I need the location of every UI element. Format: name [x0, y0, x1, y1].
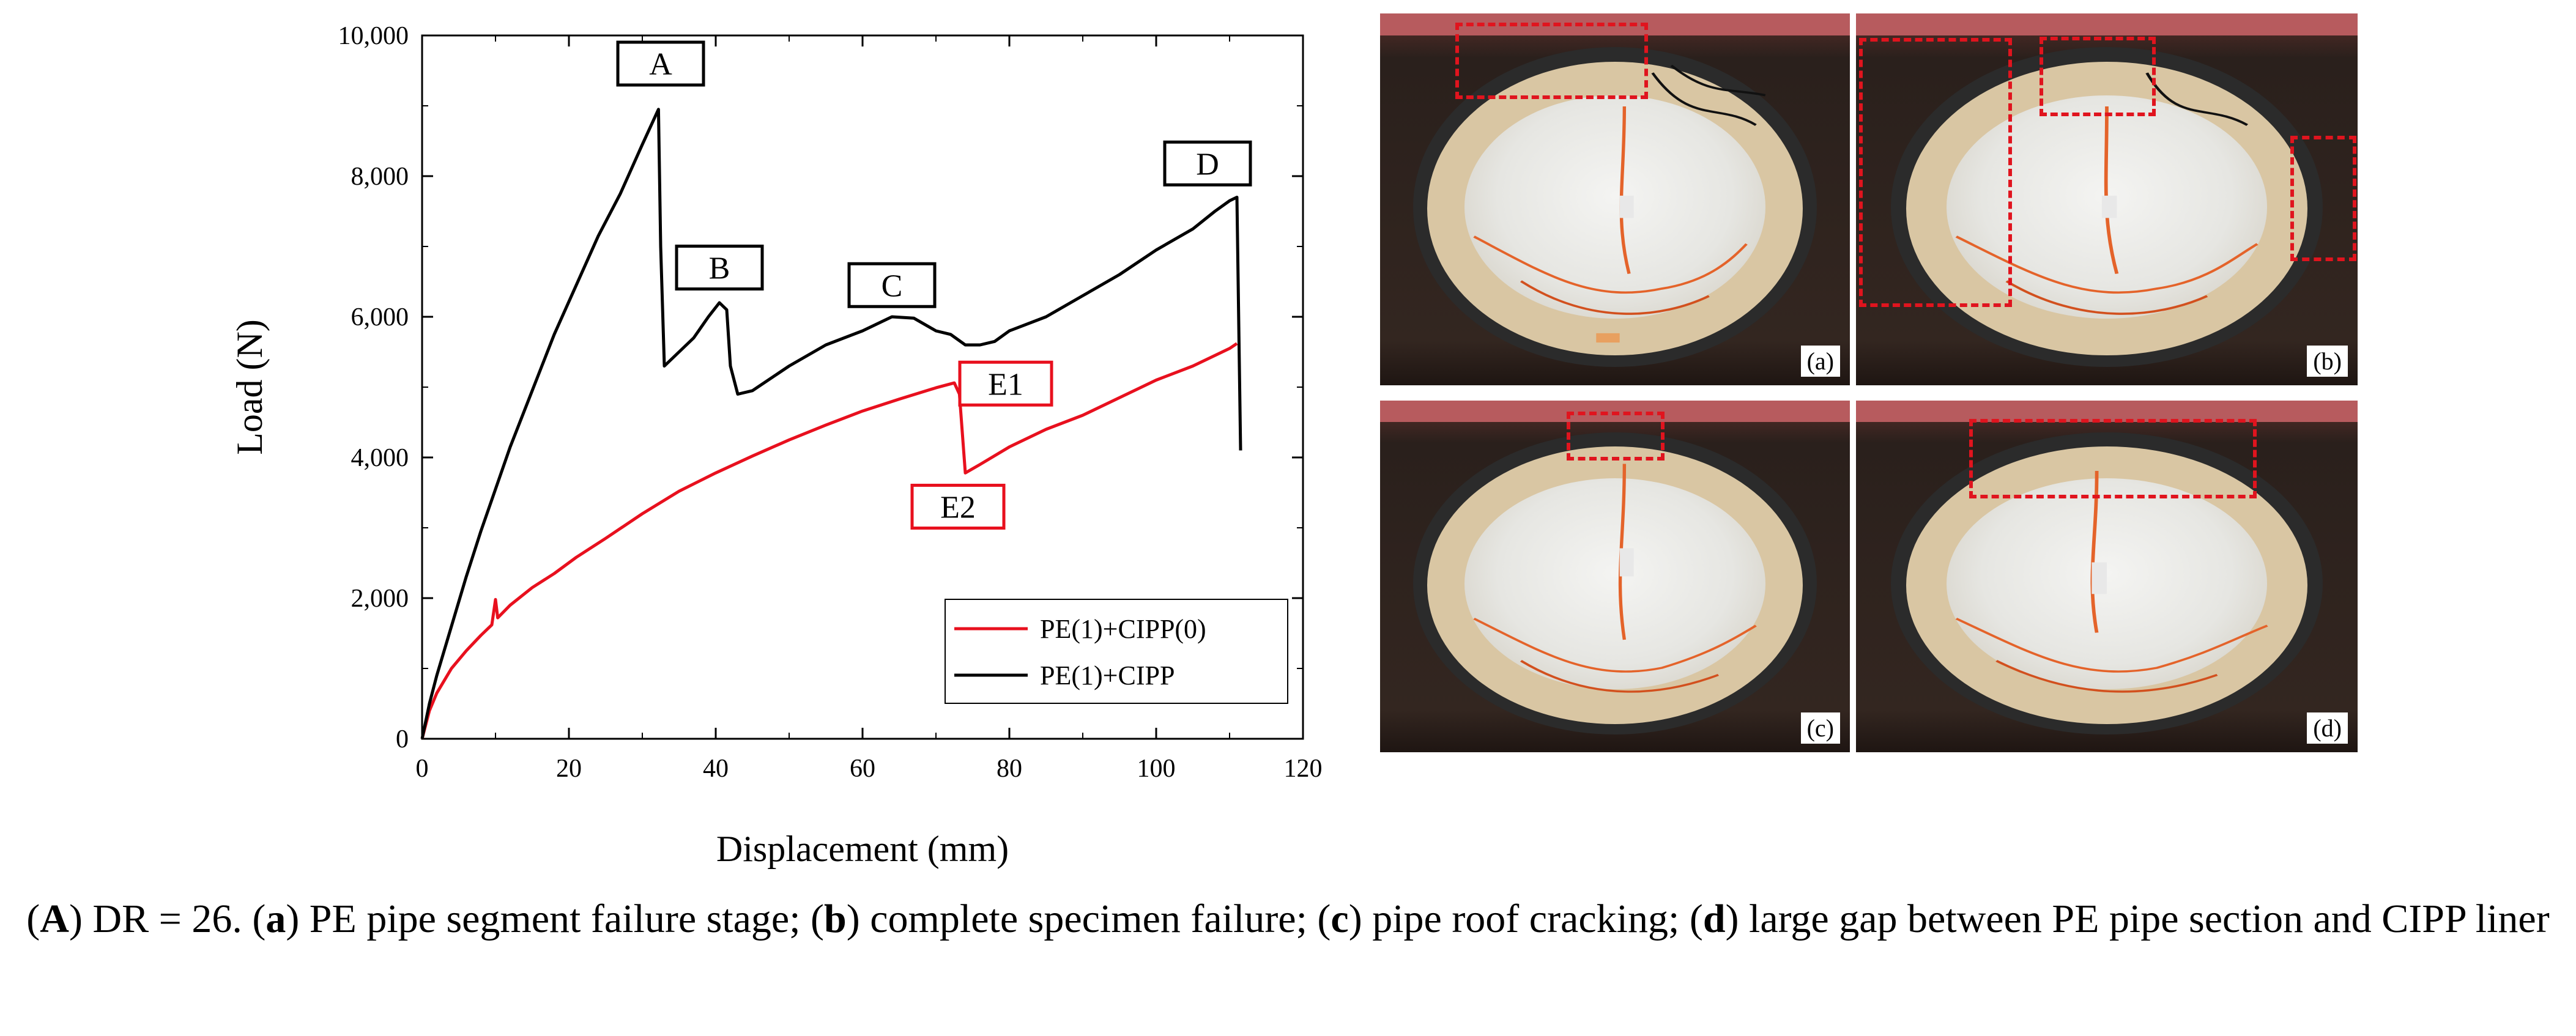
photo-panel-d: (d) — [1856, 401, 2358, 752]
legend-box — [945, 599, 1288, 704]
sensor-wires-icon — [1473, 64, 1766, 343]
series-line-pe-cipp — [420, 108, 1242, 739]
photo-panel-c: (c) — [1380, 401, 1850, 752]
x-tick-label: 40 — [703, 755, 729, 783]
annotation-box-b — [675, 245, 764, 290]
sensor-wires-icon — [1473, 464, 1757, 693]
annotation-box-c — [847, 262, 937, 308]
annotation-label-a: A — [649, 47, 672, 82]
x-tick-label: 80 — [997, 755, 1022, 783]
caption-text-c: ) pipe roof cracking; ( — [1348, 897, 1703, 941]
y-axis-title: Load (N) — [229, 319, 270, 455]
annotation-box-a — [616, 40, 705, 87]
load-displacement-chart: 0 2,000 4,000 6,000 8,000 10,000 0 20 40 60 80 100… — [229, 22, 1323, 869]
figure-caption: (A) DR = 26. (a) PE pipe segment failure… — [26, 897, 2550, 941]
failure-highlight-box — [1455, 23, 1648, 99]
x-tick-label: 60 — [850, 755, 875, 783]
annotation-label-e1: E1 — [988, 367, 1023, 402]
legend-label-pe-cipp: PE(1)+CIPP — [1040, 660, 1175, 690]
y-tick-label: 2,000 — [351, 585, 409, 613]
failure-highlight-box — [1859, 38, 2012, 307]
x-tick-label: 100 — [1137, 755, 1176, 783]
x-axis-title: Displacement (mm) — [716, 829, 1009, 869]
photo-caption-d: (d) — [2307, 712, 2348, 744]
y-tick-label: 4,000 — [351, 444, 409, 472]
annotation-box-e2 — [910, 484, 1006, 530]
sensor-wires-icon — [1955, 72, 2259, 315]
sensor-wires-icon — [1955, 470, 2268, 693]
annotation-box-d — [1163, 140, 1252, 187]
caption-key-d: d — [1702, 897, 1726, 941]
series-line-pe-cipp-0 — [420, 342, 1238, 739]
caption-lead: ) DR = 26. ( — [69, 897, 266, 941]
caption-panel-label: A — [40, 897, 69, 941]
y-tick-label: 0 — [396, 725, 409, 753]
x-tick-label: 20 — [556, 755, 582, 783]
photo-panel-a: (a) — [1380, 13, 1850, 385]
y-tick-label: 8,000 — [351, 163, 409, 191]
failure-highlight-box — [1567, 412, 1665, 461]
x-tick-label: 0 — [416, 755, 429, 783]
caption-text-d: ) large gap between PE pipe section and … — [1725, 897, 2550, 941]
pipe-interior — [1464, 95, 1765, 319]
pipe-interior — [1464, 478, 1765, 689]
photo-caption-c: (c) — [1800, 712, 1840, 744]
photo-panel-b: (b) — [1856, 13, 2358, 385]
annotation-label-d: D — [1196, 147, 1219, 182]
caption-key-a: a — [265, 897, 286, 941]
y-tick-label: 6,000 — [351, 303, 409, 331]
annotation-label-b: B — [709, 251, 730, 286]
annotation-box-e1 — [958, 360, 1053, 407]
failure-highlight-box — [2290, 136, 2356, 261]
legend-label-pe-cipp-0: PE(1)+CIPP(0) — [1040, 614, 1206, 644]
annotation-label-e2: E2 — [940, 490, 976, 525]
legend: PE(1)+CIPP(0) PE(1)+CIPP — [945, 599, 1288, 704]
failure-highlight-box — [2040, 37, 2156, 116]
caption-text-b: ) complete specimen failure; ( — [846, 897, 1331, 941]
y-tick-label: 10,000 — [338, 22, 409, 50]
photo-caption-a: (a) — [1800, 346, 1840, 377]
failure-highlight-box — [1969, 419, 2257, 498]
x-tick-label: 120 — [1284, 755, 1323, 783]
annotation-label-c: C — [882, 268, 903, 303]
caption-key-b: b — [824, 897, 847, 941]
photo-caption-b: (b) — [2307, 346, 2348, 377]
caption-key-c: c — [1331, 897, 1349, 941]
caption-text-a: ) PE pipe segment failure stage; ( — [286, 897, 825, 941]
